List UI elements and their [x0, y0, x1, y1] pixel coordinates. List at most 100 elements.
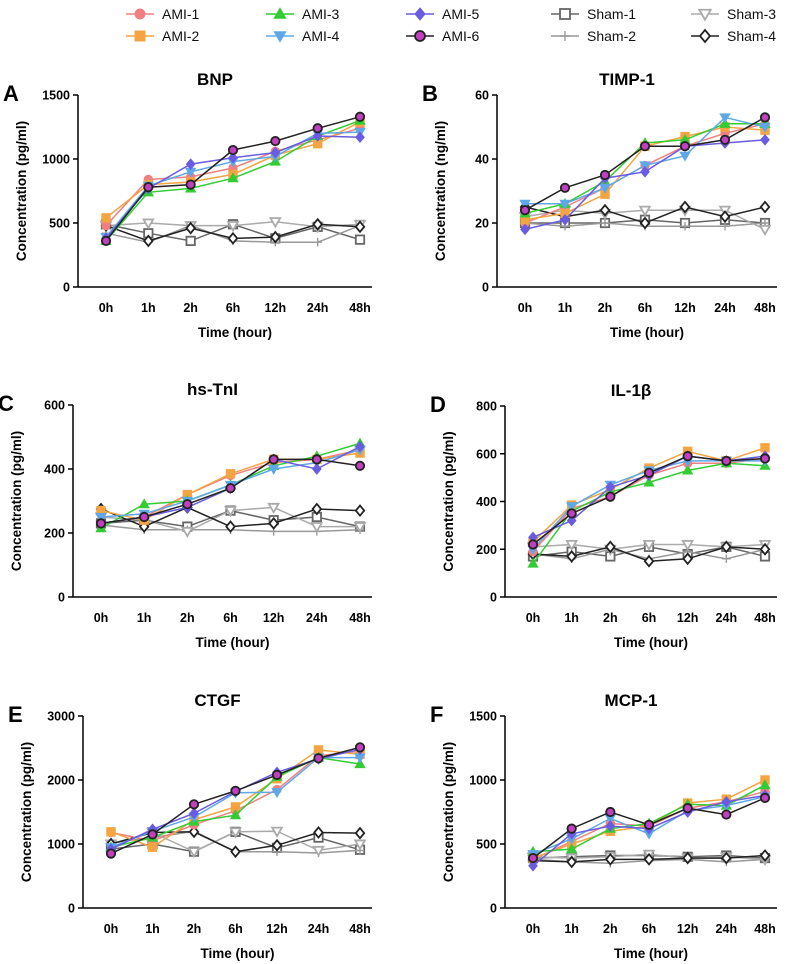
legend-marker: [134, 8, 146, 20]
x-tick-label: 6h: [642, 611, 657, 625]
data-point: [721, 455, 732, 467]
data-point: [719, 113, 731, 124]
panel-e: E CTGF 0 1000 2000 3000 0h 1h 2h 6h 12h 24h 48h Time …: [8, 691, 372, 961]
x-tick-label: 6h: [226, 301, 241, 315]
data-point: [354, 234, 366, 245]
data-point: [565, 502, 578, 513]
y-axis-label: Concentration (pg/ml): [19, 742, 34, 882]
data-point: [681, 464, 694, 475]
y-tick-label: 1000: [42, 153, 70, 167]
data-point: [566, 549, 578, 563]
legend-label: AMI-4: [302, 28, 340, 44]
x-tick-label: 12h: [265, 301, 287, 315]
data-point: [528, 859, 538, 872]
panel-title: MCP-1: [605, 691, 658, 710]
data-point: [565, 843, 578, 854]
x-tick-label: 48h: [754, 611, 776, 625]
y-tick-label: 0: [490, 902, 497, 916]
legend-marker: [134, 30, 146, 42]
x-axis-label: Time (hour): [196, 635, 270, 650]
x-tick-label: 1h: [145, 922, 160, 936]
x-tick-label: 2h: [603, 922, 618, 936]
x-tick-label: 12h: [263, 611, 285, 625]
y-tick-label: 0: [490, 591, 497, 605]
data-point: [267, 464, 280, 475]
y-tick-label: 800: [476, 400, 497, 414]
y-tick-label: 3000: [47, 710, 75, 724]
legend-item-ami-3: AMI-3: [266, 6, 340, 22]
data-point: [182, 499, 193, 510]
legend-label: AMI-2: [162, 28, 200, 44]
data-point: [311, 502, 323, 516]
x-tick-label: 0h: [526, 922, 541, 936]
x-tick-label: 48h: [349, 301, 371, 315]
data-point: [643, 467, 655, 478]
x-tick-label: 48h: [754, 922, 776, 936]
x-tick-label: 1h: [558, 301, 573, 315]
x-tick-label: 6h: [223, 611, 238, 625]
x-tick-label: 2h: [598, 301, 613, 315]
data-point: [682, 803, 693, 814]
y-tick-label: 400: [44, 463, 65, 477]
x-tick-label: 6h: [642, 922, 657, 936]
data-point: [604, 852, 616, 866]
data-point: [189, 807, 199, 820]
series-ami-6: [100, 111, 366, 247]
data-point: [604, 540, 616, 554]
data-point: [643, 554, 655, 568]
legend-marker: [559, 8, 571, 20]
data-point: [270, 146, 281, 159]
data-point: [759, 112, 771, 123]
data-point: [225, 520, 236, 534]
x-tick-label: 48h: [349, 611, 371, 625]
data-point: [679, 200, 691, 214]
legend-marker: [414, 7, 426, 21]
data-point: [354, 220, 366, 234]
y-axis-label: Concentration (pg/ml): [441, 742, 456, 882]
y-tick-label: 20: [475, 217, 489, 231]
data-point: [313, 826, 324, 839]
legend-label: AMI-5: [442, 6, 480, 22]
data-point: [559, 182, 571, 193]
data-point: [269, 230, 281, 244]
data-point: [519, 199, 531, 210]
data-point: [354, 826, 366, 840]
y-axis-label: Concentration (pg/ml): [441, 431, 456, 571]
data-point: [227, 144, 239, 156]
data-point: [228, 151, 238, 164]
data-point: [759, 792, 771, 804]
data-point: [566, 823, 577, 834]
data-point: [312, 845, 325, 858]
legend-item-ami-6: AMI-6: [406, 28, 480, 44]
x-tick-label: 2h: [603, 611, 618, 625]
data-point: [147, 842, 158, 852]
data-point: [682, 552, 694, 566]
x-axis-label: Time (hour): [201, 946, 275, 961]
data-point: [185, 235, 196, 247]
chart-panels: A BNP 0 500 1000 1500 0h 1h 2h 6h 12h 24h 48h Time (h…: [0, 70, 777, 961]
data-point: [721, 809, 732, 820]
data-point: [138, 498, 150, 509]
legend-item-ami-1: AMI-1: [126, 6, 200, 22]
data-point: [180, 526, 194, 539]
series-ami-2: [528, 443, 770, 547]
data-point: [527, 852, 539, 864]
y-tick-label: 400: [476, 495, 497, 509]
data-point: [139, 511, 150, 523]
y-tick-label: 1000: [469, 774, 497, 788]
data-point: [519, 205, 531, 216]
data-point: [311, 463, 322, 475]
x-tick-label: 1h: [564, 611, 579, 625]
x-tick-label: 2h: [187, 922, 202, 936]
data-point: [758, 224, 772, 237]
y-tick-label: 500: [49, 217, 70, 231]
series-ami-6: [519, 112, 771, 216]
x-tick-label: 12h: [677, 611, 699, 625]
data-point: [227, 231, 239, 245]
x-tick-label: 24h: [307, 301, 329, 315]
data-point: [566, 855, 578, 869]
legend-label: Sham-1: [587, 6, 636, 22]
data-point: [643, 476, 655, 487]
series-ami-6: [527, 792, 771, 864]
